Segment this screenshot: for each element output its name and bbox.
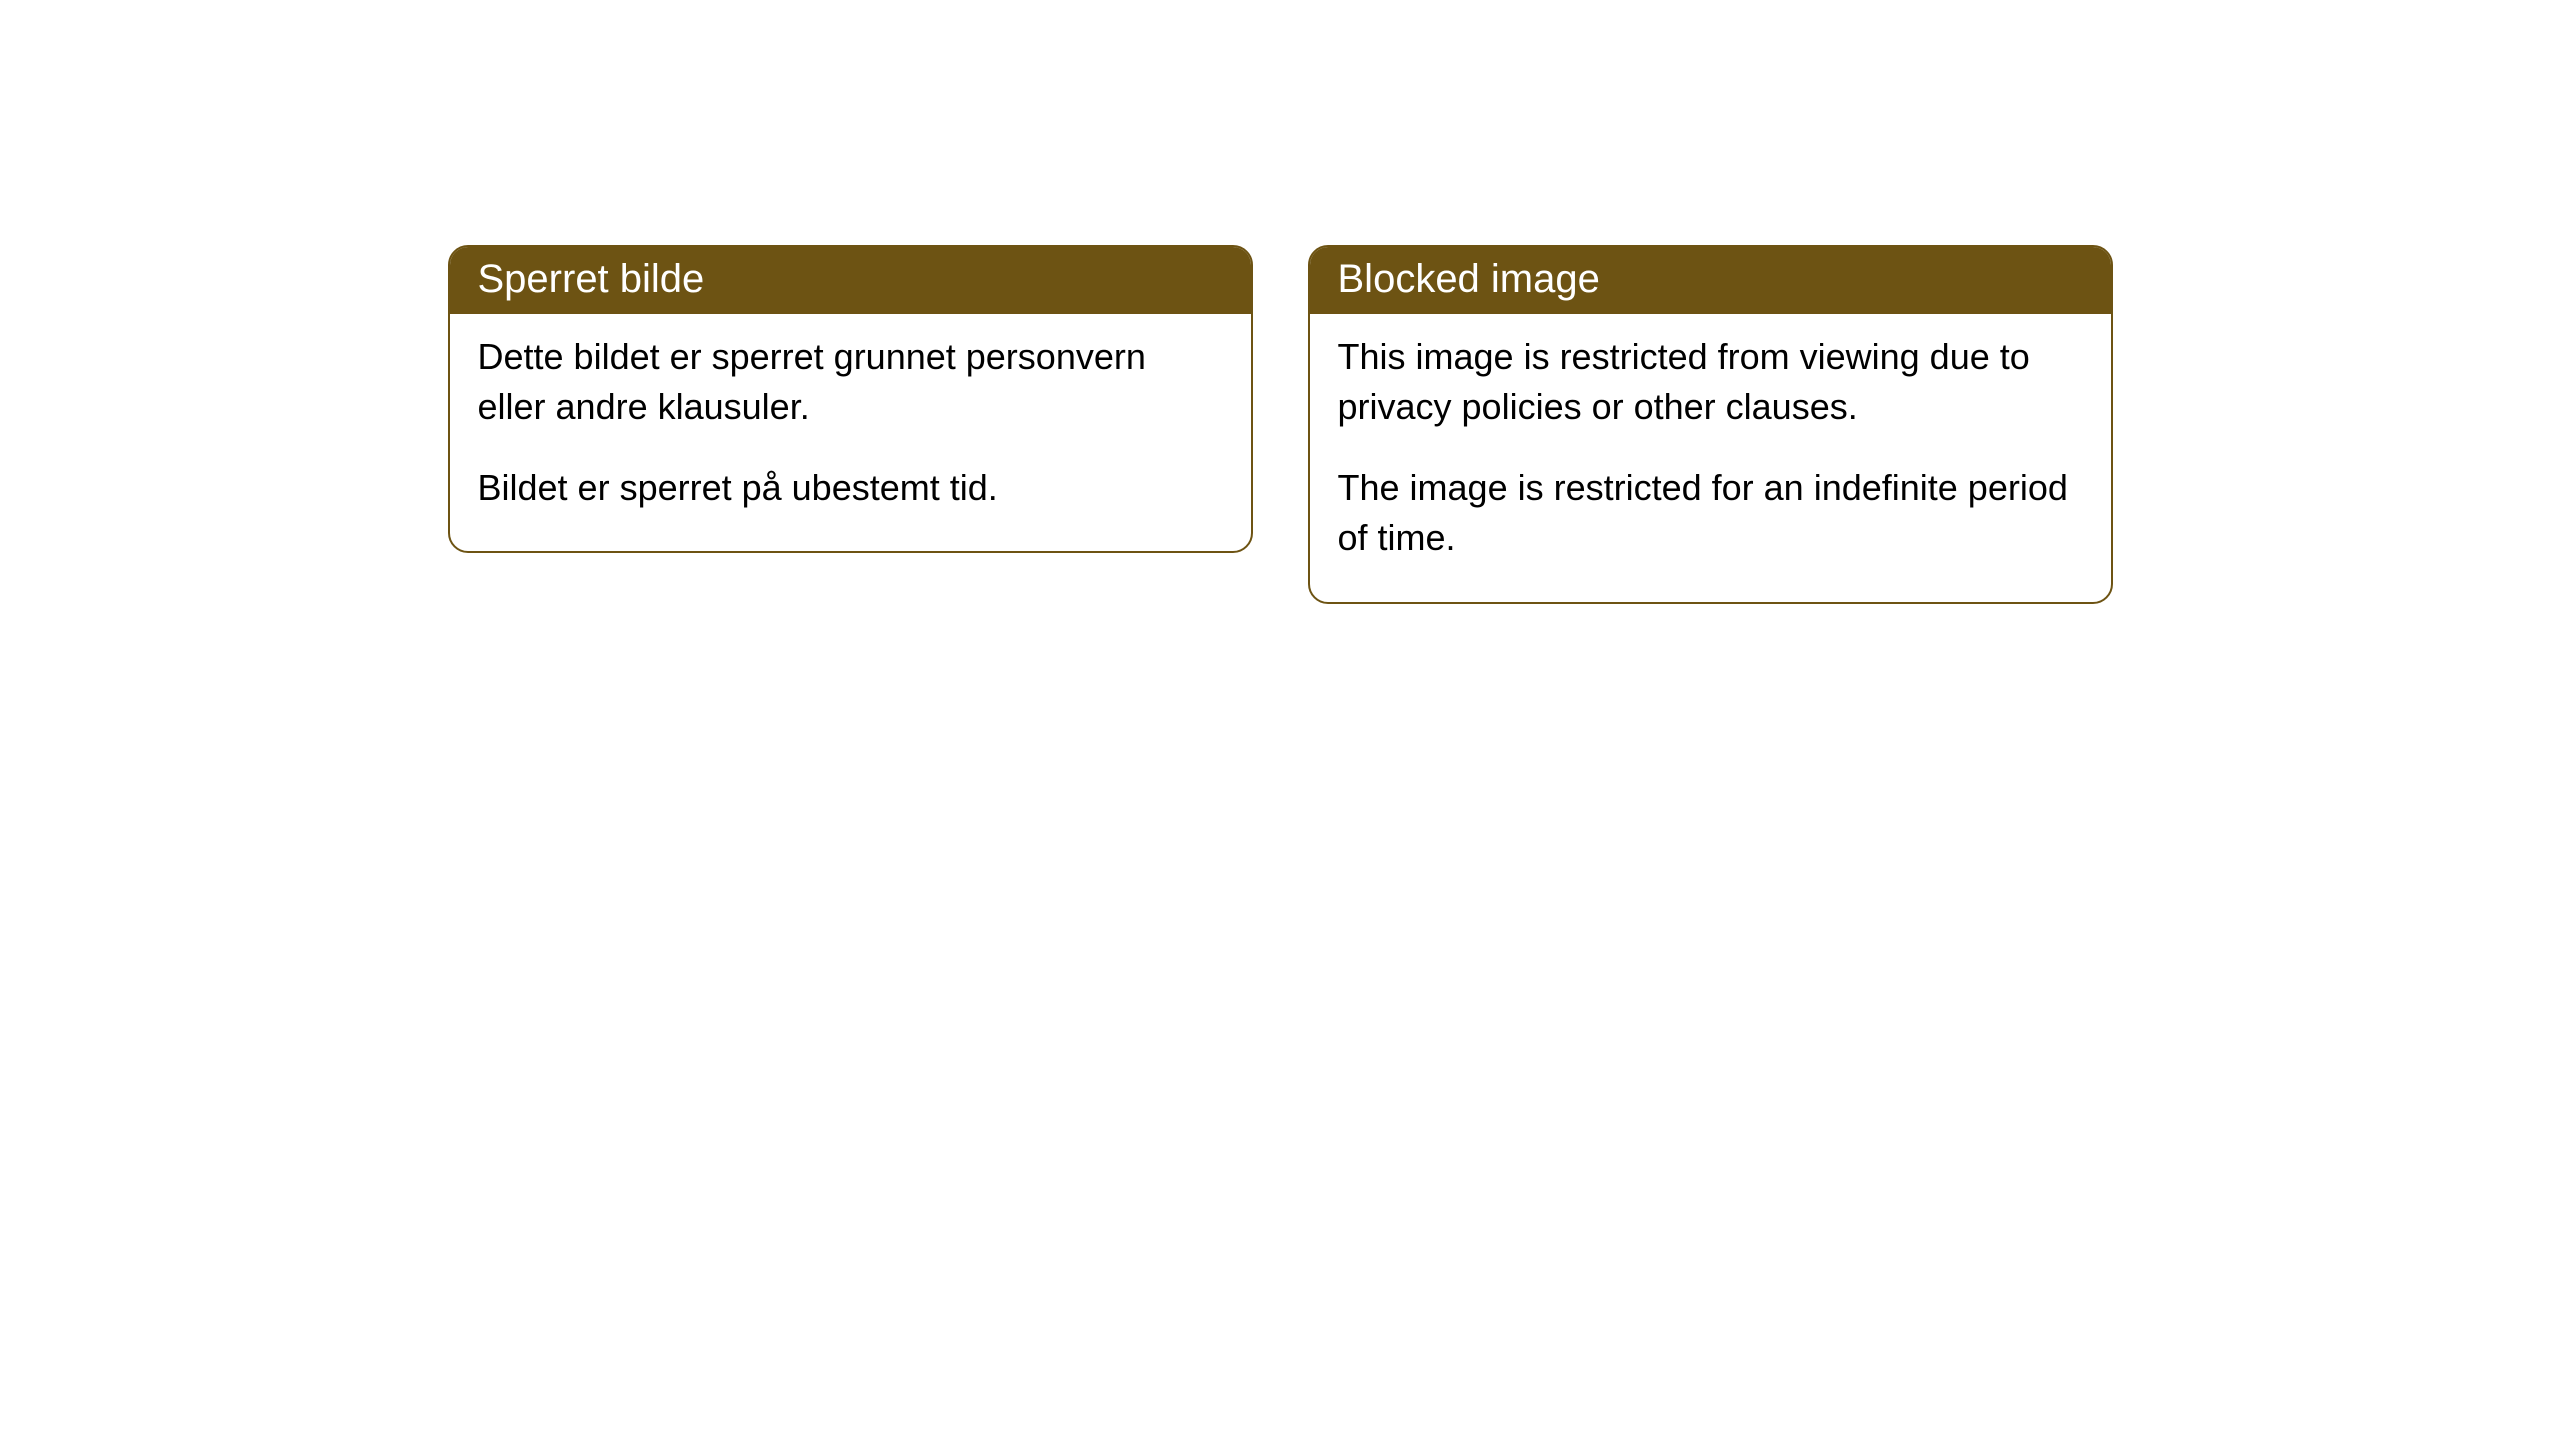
card-body-en: This image is restricted from viewing du… bbox=[1310, 314, 2111, 602]
card-paragraph-en-2: The image is restricted for an indefinit… bbox=[1338, 463, 2083, 564]
card-title-no: Sperret bilde bbox=[450, 247, 1251, 314]
blocked-image-card-no: Sperret bilde Dette bildet er sperret gr… bbox=[448, 245, 1253, 553]
card-paragraph-no-2: Bildet er sperret på ubestemt tid. bbox=[478, 463, 1223, 513]
info-cards-container: Sperret bilde Dette bildet er sperret gr… bbox=[448, 245, 2113, 1440]
card-paragraph-en-1: This image is restricted from viewing du… bbox=[1338, 332, 2083, 433]
blocked-image-card-en: Blocked image This image is restricted f… bbox=[1308, 245, 2113, 604]
card-title-en: Blocked image bbox=[1310, 247, 2111, 314]
card-body-no: Dette bildet er sperret grunnet personve… bbox=[450, 314, 1251, 551]
card-paragraph-no-1: Dette bildet er sperret grunnet personve… bbox=[478, 332, 1223, 433]
